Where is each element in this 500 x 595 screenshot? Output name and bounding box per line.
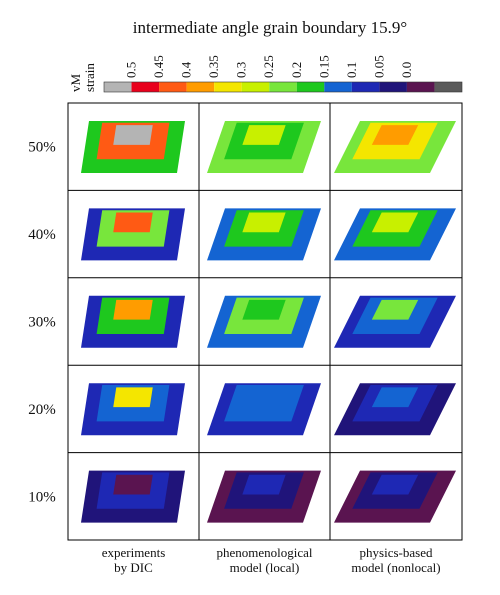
strain-region [113, 299, 153, 320]
colorbar-tick-label: 0.5 [124, 62, 139, 78]
strain-map [207, 121, 321, 173]
colorbar-label: strain [82, 63, 97, 92]
strain-map [207, 470, 321, 523]
colorbar-swatch [269, 82, 297, 92]
colorbar-swatch [296, 82, 325, 92]
colorbar-tick-label: 0.1 [344, 62, 359, 78]
strain-region [371, 387, 419, 408]
column-label: phenomenological [216, 545, 312, 560]
colorbar-swatch [379, 82, 407, 92]
strain-region [113, 125, 153, 145]
figure-title: intermediate angle grain boundary 15.9° [133, 18, 407, 37]
strain-region [242, 125, 286, 145]
colorbar-swatch [351, 82, 380, 92]
row-label: 10% [28, 489, 56, 505]
colorbar-swatch [434, 82, 462, 92]
row-label: 50% [28, 140, 56, 156]
colorbar-swatch [241, 82, 270, 92]
colorbar-tick-label: 0.25 [261, 55, 276, 78]
strain-map [207, 295, 321, 348]
colorbar-swatch [131, 82, 160, 92]
row-label: 30% [28, 315, 56, 331]
strain-map [81, 121, 185, 173]
strain-map [334, 208, 456, 261]
strain-region [371, 474, 419, 495]
colorbar-tick-label: 0.3 [234, 62, 249, 78]
strain-region [113, 212, 153, 233]
column-label: by DIC [114, 560, 153, 575]
colorbar-tick-label: 0.0 [399, 62, 414, 78]
colorbar-swatch [186, 82, 215, 92]
strain-region [113, 387, 153, 408]
colorbar-tick-label: 0.4 [179, 61, 194, 78]
colorbar-swatch [104, 82, 132, 92]
colorbar-frame [103, 81, 463, 93]
column-label: model (nonlocal) [351, 560, 440, 575]
colorbar-label: vM [68, 74, 83, 93]
strain-map [81, 208, 185, 261]
strain-map [81, 383, 185, 436]
colorbar-tick-label: 0.15 [316, 55, 331, 78]
strain-region [113, 474, 153, 495]
colorbar-swatch [406, 82, 435, 92]
strain-region [242, 299, 286, 320]
column-label: model (local) [230, 560, 300, 575]
colorbar-swatch [159, 82, 187, 92]
row-label: 20% [28, 402, 56, 418]
colorbar-swatch [324, 82, 352, 92]
strain-region [371, 212, 419, 233]
colorbar-tick-label: 0.05 [371, 55, 386, 78]
colorbar-tick-label: 0.2 [289, 62, 304, 78]
grid-frame [67, 102, 463, 541]
strain-map [207, 208, 321, 261]
strain-map [334, 295, 456, 348]
strain-region [242, 474, 286, 495]
strain-map [334, 121, 456, 173]
column-label: experiments [102, 545, 166, 560]
colorbar-tick-label: 0.35 [206, 55, 221, 78]
strain-map [81, 295, 185, 348]
colorbar-tick-label: 0.45 [151, 55, 166, 78]
strain-region [242, 387, 286, 408]
strain-map [334, 470, 456, 523]
strain-region [242, 212, 286, 233]
strain-map [81, 470, 185, 523]
row-label: 40% [28, 227, 56, 243]
strain-map [207, 383, 321, 436]
colorbar-swatch [214, 82, 242, 92]
strain-region [371, 125, 419, 145]
column-label: physics-based [360, 545, 433, 560]
strain-region [371, 299, 419, 320]
strain-map [334, 383, 456, 436]
